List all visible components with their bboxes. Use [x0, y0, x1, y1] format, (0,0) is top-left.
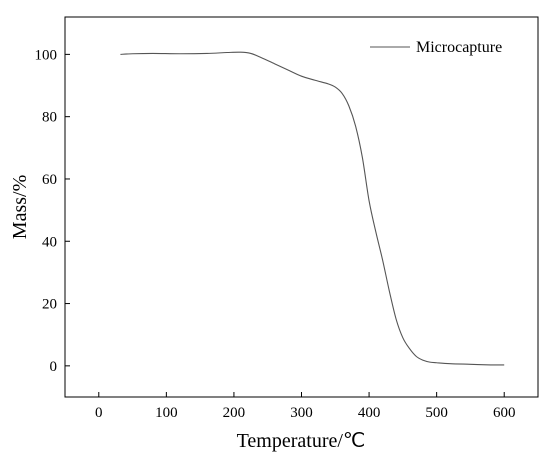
y-tick-label: 40	[42, 234, 57, 250]
x-tick-label: 600	[493, 405, 516, 421]
y-tick-label: 100	[35, 47, 58, 63]
legend-label-microcapture: Microcapture	[416, 39, 502, 56]
x-axis-title: Temperature/℃	[237, 430, 366, 452]
y-axis: 0 20 40 60 80 100	[35, 47, 70, 375]
y-tick-label: 0	[50, 359, 58, 375]
series-line-microcapture	[120, 51, 505, 366]
y-tick-label: 60	[42, 172, 57, 188]
x-tick-label: 300	[290, 405, 313, 421]
y-tick-label: 20	[42, 297, 57, 313]
series-layer	[120, 51, 505, 366]
y-tick-label: 80	[42, 110, 57, 126]
legend: Microcapture	[370, 39, 502, 56]
x-tick-label: 100	[155, 405, 178, 421]
x-tick-label: 400	[358, 405, 381, 421]
x-tick-label: 500	[425, 405, 448, 421]
x-tick-label: 0	[95, 405, 103, 421]
y-axis-title: Mass/%	[9, 175, 31, 239]
plot-frame	[64, 16, 539, 398]
x-tick-label: 200	[223, 405, 246, 421]
x-axis: 0 100 200 300 400 500 600	[95, 392, 515, 421]
